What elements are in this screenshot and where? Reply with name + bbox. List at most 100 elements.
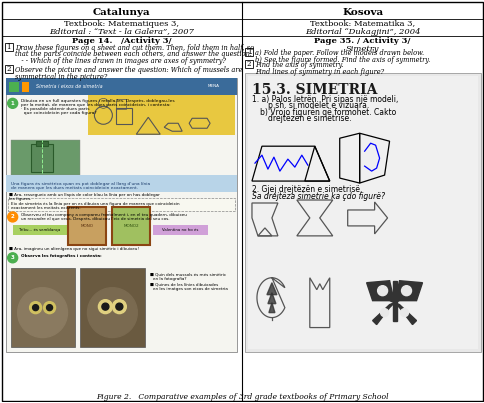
Text: Observa les fotografies i contesta:: Observa les fotografies i contesta: — [21, 254, 101, 258]
Circle shape — [8, 212, 17, 222]
Text: ■ Ara, imagineu un alienígena que no sigui simètric i dibuixeu!: ■ Ara, imagineu un alienígena que no sig… — [9, 247, 138, 251]
Text: symmetrical in the picture?: symmetrical in the picture? — [15, 73, 106, 81]
Bar — [9, 82, 18, 92]
Text: per la meitat, de manera que les dues parts coincideixin, i contesta:: per la meitat, de manera que les dues pa… — [21, 103, 170, 107]
Polygon shape — [267, 293, 275, 303]
Circle shape — [380, 309, 388, 317]
Text: - - Which of the lines drawn in images are axes of symmetry?: - - Which of the lines drawn in images a… — [15, 56, 225, 64]
Text: MONO2: MONO2 — [123, 224, 139, 228]
Text: 2. Gjej drejtëzën e simetrisë.: 2. Gjej drejtëzën e simetrisë. — [252, 185, 362, 194]
Circle shape — [102, 303, 109, 310]
Bar — [8, 198, 235, 211]
Text: drejtëzën e simetrisë.: drejtëzën e simetrisë. — [267, 114, 351, 123]
Bar — [11, 140, 80, 175]
Text: that the parts coincide between each others, and answer the question:: that the parts coincide between each oth… — [15, 50, 251, 58]
Bar — [68, 207, 106, 245]
Bar — [5, 65, 13, 73]
Bar — [5, 43, 13, 50]
Text: Eix de simetria és la línia per on es dibuixa una figura de manera que coincidei: Eix de simetria és la línia per on es di… — [11, 202, 179, 206]
Text: Textbook: Matematika 3,: Textbook: Matematika 3, — [309, 20, 414, 28]
Text: Page 35. / Activity 3/: Page 35. / Activity 3/ — [314, 37, 410, 45]
Text: Simetry: Simetry — [345, 45, 378, 52]
Circle shape — [8, 98, 17, 108]
Text: 1. a) Palos letrën. Pri sipas një modeli,: 1. a) Palos letrën. Pri sipas një modeli… — [252, 96, 397, 104]
Bar — [80, 268, 145, 347]
Circle shape — [32, 305, 39, 311]
Text: Find lines of symmetry in each figure?: Find lines of symmetry in each figure? — [255, 69, 383, 77]
Polygon shape — [266, 283, 276, 295]
Bar — [244, 60, 253, 69]
Bar — [88, 96, 235, 135]
Bar — [6, 79, 237, 353]
Text: Observeu el teu company a compareu frontalment i, en el teu quadern, dibuixeu: Observeu el teu company a compareu front… — [21, 213, 186, 217]
Bar — [35, 141, 47, 146]
Circle shape — [116, 303, 122, 310]
Polygon shape — [394, 303, 416, 324]
Polygon shape — [268, 303, 274, 313]
Text: Editorial “Dukagjini”, 2004: Editorial “Dukagjini”, 2004 — [304, 27, 420, 35]
Text: en la fotografia?: en la fotografia? — [153, 277, 186, 281]
Bar — [30, 144, 52, 172]
Text: Draw these figures on a sheet and cut them. Then, fold them in half, so: Draw these figures on a sheet and cut th… — [15, 44, 253, 52]
Polygon shape — [372, 303, 394, 324]
Circle shape — [46, 305, 52, 311]
Text: a) Fold the paper. Follow the models drawn below.: a) Fold the paper. Follow the models dra… — [255, 48, 423, 56]
Text: MONO: MONO — [81, 224, 94, 228]
Circle shape — [377, 286, 387, 296]
Bar — [6, 79, 237, 96]
Text: 1: 1 — [11, 101, 15, 106]
Text: · Es possible obtenir dues parts: · Es possible obtenir dues parts — [21, 107, 89, 111]
Text: p.sh. si modelet e vizuara.: p.sh. si modelet e vizuara. — [267, 101, 368, 110]
Text: ■ Ara, ressegueix amb un llapis de color blau la línia per on has doblegar: ■ Ara, ressegueix amb un llapis de color… — [9, 193, 159, 197]
Bar — [116, 100, 126, 109]
Text: 2: 2 — [246, 60, 251, 69]
Bar — [13, 225, 67, 235]
Text: Kosova: Kosova — [341, 8, 382, 17]
Circle shape — [401, 286, 410, 296]
Circle shape — [87, 288, 137, 338]
Text: 2: 2 — [6, 65, 11, 73]
Text: Una figura és simètrica quan es pot doblegar al llarg d'una línia: Una figura és simètrica quan es pot dobl… — [11, 182, 150, 186]
Text: Valentina no ho és: Valentina no ho és — [162, 228, 198, 232]
Polygon shape — [366, 281, 394, 303]
Text: un recuadre el que veus. Desprès, dibuixau l'eix de simetria del seu cos.: un recuadre el que veus. Desprès, dibuix… — [21, 217, 169, 221]
Text: Textbook: Matematiques 3,: Textbook: Matematiques 3, — [64, 20, 179, 28]
Text: b) See the figure formed. Find the axis of symmetry.: b) See the figure formed. Find the axis … — [255, 56, 429, 64]
Text: Tribu... és semblança: Tribu... és semblança — [19, 228, 60, 232]
Bar — [247, 77, 477, 349]
Text: 1: 1 — [6, 43, 11, 50]
Text: exactament les meitats existents.: exactament les meitats existents. — [11, 206, 80, 210]
Text: 2: 2 — [11, 214, 15, 220]
Bar — [6, 175, 237, 192]
Text: Find the axis of symmetry.: Find the axis of symmetry. — [255, 62, 343, 69]
Circle shape — [98, 300, 112, 314]
Bar — [22, 82, 29, 92]
Bar — [244, 48, 253, 56]
Bar — [11, 268, 76, 347]
Text: 1: 1 — [246, 48, 251, 56]
Text: les figures.: les figures. — [9, 197, 31, 201]
Text: Figure 2.   Comparative examples of 3rd grade textbooks of Primary School: Figure 2. Comparative examples of 3rd gr… — [96, 393, 388, 401]
Circle shape — [400, 309, 408, 317]
Circle shape — [17, 288, 67, 338]
Text: ■ Quines de les línies dibuixades: ■ Quines de les línies dibuixades — [150, 283, 218, 287]
Bar — [153, 225, 208, 235]
Text: Sa drejtëza simetrie ka çdo figurë?: Sa drejtëza simetrie ka çdo figurë? — [252, 192, 384, 201]
Polygon shape — [394, 281, 422, 303]
Text: Observe the picture and answer the question: Which of mussels are: Observe the picture and answer the quest… — [15, 66, 242, 75]
Text: Editorial : “Text - la Galera”, 2007: Editorial : “Text - la Galera”, 2007 — [49, 27, 194, 35]
Text: Dibuixa en un full aquestes figures i retalla-les. Desprès, doblegau-les: Dibuixa en un full aquestes figures i re… — [21, 100, 174, 103]
Text: Simetria i eixos de simetria: Simetria i eixos de simetria — [35, 84, 102, 89]
Text: en les imatges son eixos de simetria: en les imatges son eixos de simetria — [153, 287, 227, 291]
Bar — [116, 108, 132, 124]
Bar — [112, 207, 150, 245]
Circle shape — [44, 302, 56, 314]
Bar — [244, 73, 480, 353]
Circle shape — [8, 253, 17, 263]
Circle shape — [30, 302, 42, 314]
Circle shape — [112, 300, 126, 314]
Text: de manera que les dues meitats coincideixin exactament.: de manera que les dues meitats coincidei… — [11, 186, 137, 190]
Text: MENA: MENA — [208, 84, 220, 88]
Text: 3: 3 — [11, 256, 15, 260]
Text: b) Vrojo figurën që formohet. Cakto: b) Vrojo figurën që formohet. Cakto — [259, 108, 395, 117]
